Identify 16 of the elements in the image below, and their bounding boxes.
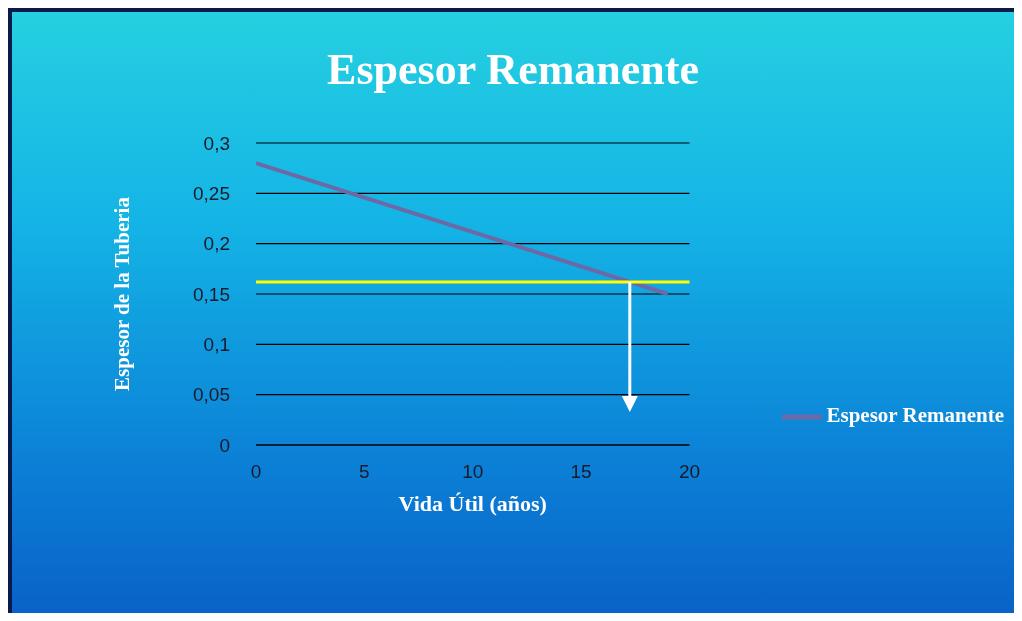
x-axis-title: Vida Útil (años) — [398, 491, 547, 516]
y-tick-label: 0,25 — [193, 183, 230, 205]
x-tick-label: 20 — [678, 461, 701, 483]
y-tick-label: 0,05 — [193, 384, 230, 406]
y-axis-title: Espesor de la Tuberia — [110, 196, 135, 391]
x-tick-label: 15 — [570, 461, 592, 483]
y-tick-label: 0 — [219, 434, 230, 456]
x-tick-label: 10 — [462, 461, 484, 483]
legend-label: Espesor Remanente — [826, 402, 1004, 427]
y-tick-label: 0,15 — [193, 283, 230, 305]
y-tick-label: 0,1 — [203, 334, 230, 356]
x-tick-label: 0 — [250, 461, 262, 483]
chart-title: Espesor Remanente — [326, 44, 700, 95]
y-tick-label: 0,3 — [203, 132, 230, 154]
y-tick-label: 0,2 — [203, 233, 230, 255]
x-tick-label: 5 — [359, 461, 370, 483]
